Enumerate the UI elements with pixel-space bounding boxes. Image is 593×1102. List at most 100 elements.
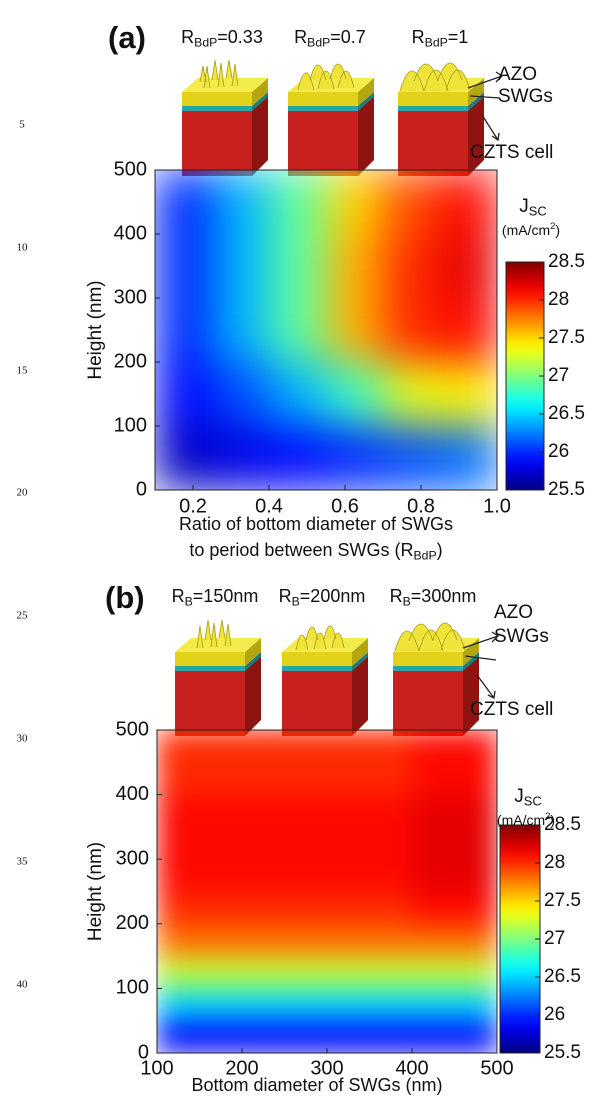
- heatmap: [155, 170, 497, 490]
- heatmap-cell: [157, 923, 243, 957]
- x-axis-label: Bottom diameter of SWGs (nm): [191, 1075, 442, 1095]
- heatmap-cell: [242, 1020, 328, 1053]
- top-label: RB=300nm: [390, 586, 477, 609]
- plot-frame: [154, 169, 498, 491]
- panel-label: (a): [108, 20, 146, 55]
- colorbar-tick-label: 27: [544, 928, 565, 949]
- top-label-base: R: [412, 27, 425, 47]
- heatmap-cell: [412, 859, 497, 892]
- top-label: RB=200nm: [279, 586, 366, 609]
- x-tick-label: 200: [225, 1057, 258, 1079]
- colorbar-unit: (mA/cm2): [502, 221, 560, 238]
- heatmap-cell: [327, 956, 413, 989]
- heatmap-cell: [157, 988, 243, 1022]
- heatmap-cell: [440, 234, 497, 299]
- illustrations: [175, 59, 504, 736]
- x-axis-label: to period between SWGs (RBdP): [189, 540, 442, 563]
- colorbar-label-sub: SC: [524, 794, 542, 809]
- line-number: 35: [17, 856, 29, 868]
- colorbar-tick-label: 28: [544, 852, 565, 873]
- heatmap-cell: [412, 794, 497, 860]
- heatmap-cell: [242, 891, 328, 925]
- cube: [282, 625, 368, 736]
- colorbar: [505, 261, 545, 491]
- annotation: CZTS cell: [470, 142, 553, 163]
- heatmap-cell: [157, 891, 243, 925]
- y-tick-label: 500: [116, 718, 149, 740]
- top-label-base: R: [294, 27, 307, 47]
- colorbar-unit-base: (mA/cm: [497, 812, 545, 828]
- heatmap-cell: [212, 362, 270, 427]
- heatmap-cell: [412, 988, 497, 1022]
- y-axis-label: Height (nm): [85, 842, 106, 941]
- colorbar: [499, 824, 541, 1054]
- y-tick-label: 300: [116, 847, 149, 869]
- colorbar-tick-label: 26.5: [544, 966, 581, 987]
- top-label: RB=150nm: [172, 586, 259, 609]
- heatmap-cell: [440, 298, 497, 363]
- heatmap-cell: [412, 1020, 497, 1053]
- cube: [182, 59, 268, 176]
- heatmap-cell: [242, 794, 328, 860]
- y-axis-label: Height (nm): [85, 280, 106, 379]
- heatmap-cell: [326, 170, 384, 235]
- heatmap-cell: [383, 170, 441, 235]
- colorbar-label-base: J: [514, 786, 524, 807]
- heatmap-cell: [412, 956, 497, 989]
- heatmap-cell: [155, 426, 213, 490]
- heatmap-cell: [327, 1020, 413, 1053]
- heatmap-cell: [326, 234, 384, 299]
- heatmap-cell: [269, 362, 327, 427]
- heatmap-cell: [269, 170, 327, 235]
- heatmap-cell: [155, 170, 213, 235]
- top-label: RBdP=0.33: [181, 27, 263, 50]
- top-label-rest: =150nm: [193, 586, 259, 606]
- heatmap-cell: [327, 794, 413, 860]
- heatmap-cell: [440, 170, 497, 235]
- y-tick-label: 100: [116, 977, 149, 999]
- x-tick-label: 500: [480, 1057, 513, 1079]
- colorbar-tick-label: 27.5: [548, 327, 585, 348]
- line-number: 15: [17, 365, 29, 377]
- line-number: 40: [17, 979, 29, 991]
- top-label-rest: =200nm: [300, 586, 366, 606]
- annotation: AZO: [494, 602, 533, 623]
- colorbar-unit-rest: ): [550, 812, 555, 828]
- y-tick-label: 400: [116, 783, 149, 805]
- cube: [175, 619, 261, 736]
- line-number: 10: [17, 242, 29, 254]
- line-number: 25: [17, 610, 29, 622]
- x-tick-label: 400: [395, 1057, 428, 1079]
- colorbar-unit-base: (mA/cm: [502, 222, 550, 238]
- pointer-arrows: [462, 71, 504, 699]
- colorbar-tick-label: 25.5: [544, 1042, 581, 1063]
- top-label-base: R: [390, 586, 403, 606]
- heatmap-cell: [269, 298, 327, 363]
- heatmap-cell: [326, 362, 384, 427]
- line-number: 20: [17, 487, 29, 499]
- x-axis-label-base: to period between SWGs (R: [189, 540, 413, 560]
- heatmap-cell: [412, 891, 497, 925]
- x-tick-label: 0.2: [179, 495, 207, 517]
- line-number: 5: [19, 119, 25, 131]
- y-tick-label: 100: [114, 414, 147, 436]
- top-label-sub: B: [403, 595, 411, 609]
- heatmap-cells: [155, 170, 497, 490]
- heatmap-cell: [157, 1020, 243, 1053]
- x-tick-label: 100: [140, 1057, 173, 1079]
- heatmap-cell: [327, 730, 413, 796]
- colorbar-tick-label: 27.5: [544, 890, 581, 911]
- heatmap-cell: [157, 794, 243, 860]
- top-label-base: R: [172, 586, 185, 606]
- heatmap-cell: [242, 859, 328, 892]
- y-tick-label: 0: [136, 478, 147, 500]
- y-tick-label: 400: [114, 222, 147, 244]
- heatmap-cell: [383, 298, 441, 363]
- annotation: AZO: [498, 64, 537, 85]
- colorbar-label: JSC: [519, 196, 546, 219]
- top-label-rest: =0.7: [330, 27, 366, 47]
- heatmap-cell: [383, 362, 441, 427]
- heatmap-cell: [383, 426, 441, 490]
- top-label-sub: BdP: [425, 36, 448, 50]
